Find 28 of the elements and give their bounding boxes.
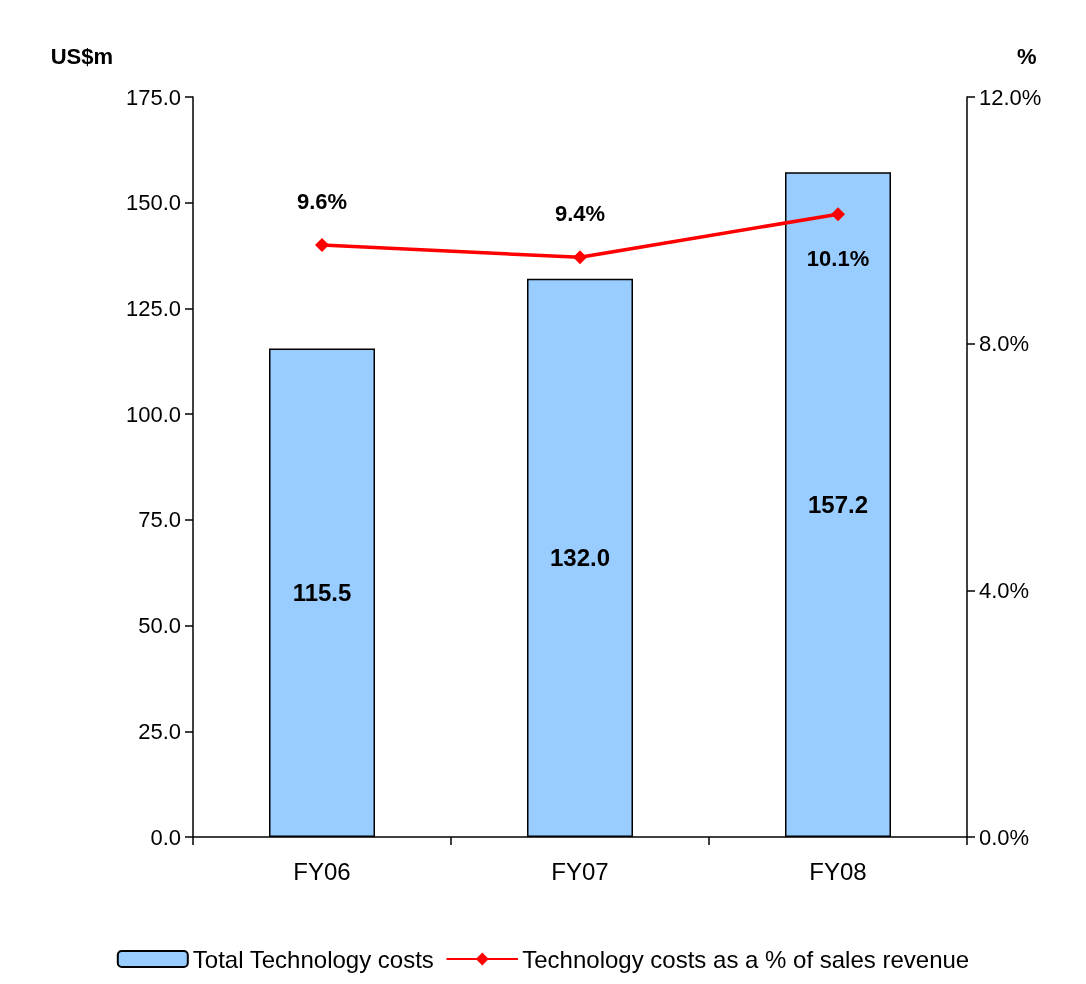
y-tick-label: 50.0 xyxy=(138,613,181,639)
legend-label: Technology costs as a % of sales revenue xyxy=(522,945,970,973)
y-tick-label: 150.0 xyxy=(125,190,181,216)
y-tick-label: 75.0 xyxy=(138,507,181,533)
y-tick-label: 175.0 xyxy=(125,84,181,110)
y2-axis-title: % xyxy=(1017,43,1037,69)
y2-tick-label: 4.0% xyxy=(979,577,1030,603)
data-label: 9.4% xyxy=(554,200,606,226)
point xyxy=(315,238,329,252)
x-tick-label: FY06 xyxy=(293,857,351,885)
y-tick-label: 125.0 xyxy=(125,295,181,321)
y2-tick-label: 8.0% xyxy=(979,331,1030,357)
y-tick-label: 0.0 xyxy=(150,824,181,850)
legend-label: Total Technology costs xyxy=(192,945,434,973)
data-label: 9.6% xyxy=(296,188,348,214)
y2-tick-label: 12.0% xyxy=(979,84,1042,110)
x-tick-label: FY07 xyxy=(551,857,609,885)
data-label: 157.2 xyxy=(807,491,869,519)
data-label: 115.5 xyxy=(292,579,352,607)
x-tick-label: FY08 xyxy=(809,857,867,885)
y-tick-label: 25.0 xyxy=(138,718,181,744)
data-label: 132.0 xyxy=(549,544,611,572)
y-tick-label: 100.0 xyxy=(125,401,181,427)
point xyxy=(831,207,845,222)
data-label: 10.1% xyxy=(806,245,870,271)
point xyxy=(573,250,587,265)
y-axis-title: US$m xyxy=(50,43,113,69)
y2-tick-label: 0.0% xyxy=(979,824,1030,850)
